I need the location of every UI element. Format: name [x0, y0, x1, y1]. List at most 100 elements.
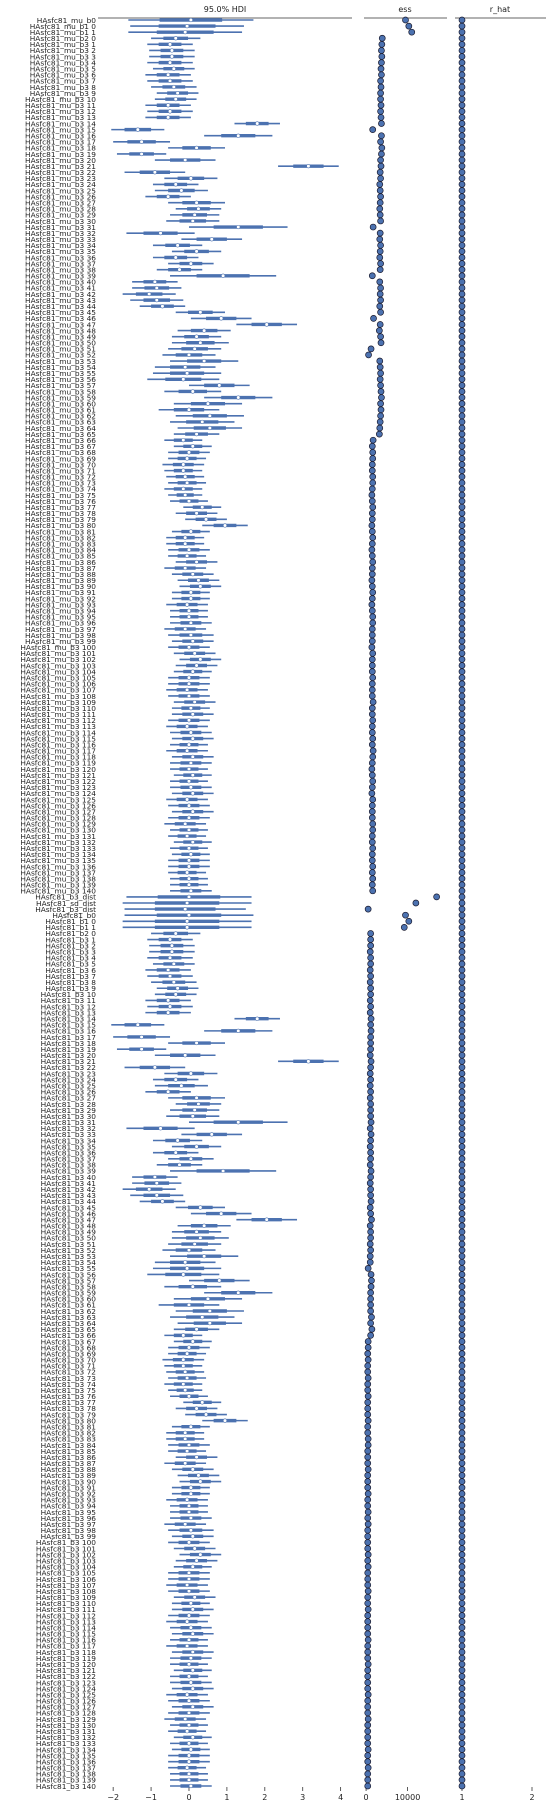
- rhat-point: [458, 966, 466, 974]
- mean-point: [152, 279, 157, 284]
- mean-point: [160, 304, 165, 309]
- parameter-label: HAsfc81_mu_b3 75: [25, 491, 96, 500]
- parameter-label: HAsfc81_mu_b3 128: [20, 814, 96, 823]
- mean-point: [186, 858, 192, 863]
- rhat-point: [458, 254, 466, 261]
- rhat-point: [458, 205, 466, 213]
- rhat-point: [458, 753, 466, 761]
- mean-point: [183, 492, 188, 498]
- parameter-label: HAsfc81_mu_b3 11: [25, 101, 96, 110]
- rhat-point: [458, 150, 466, 158]
- rhat-point: [458, 1624, 466, 1632]
- ess-point: [364, 1673, 372, 1680]
- rhat-point: [458, 241, 466, 249]
- parameter-label: HAsfc81_mu_b3 17: [25, 138, 96, 147]
- ess-point: [367, 1106, 374, 1114]
- ess-point: [366, 948, 374, 956]
- ess-point: [367, 1198, 375, 1205]
- mean-point: [173, 1150, 178, 1155]
- parameter-label: HAsfc81_b3 110: [36, 1599, 96, 1608]
- ess-point: [364, 1709, 372, 1717]
- mean-point: [190, 1668, 195, 1673]
- ess-point: [368, 497, 376, 505]
- parameter-label: HAsfc81_b3 11: [41, 996, 97, 1005]
- ess-point: [377, 138, 384, 146]
- parameter-label: HAsfc81_mu_b3 107: [20, 686, 96, 695]
- rhat-point: [458, 22, 466, 30]
- mean-point: [194, 1406, 199, 1411]
- rhat-point: [458, 1234, 466, 1242]
- rhat-point: [458, 1003, 466, 1010]
- mean-point: [183, 30, 188, 35]
- ess-point: [364, 1624, 372, 1632]
- ess-point: [433, 893, 440, 901]
- rhat-point: [458, 540, 466, 548]
- rhat-point: [458, 814, 466, 822]
- parameter-label: HAsfc81_b3 115: [36, 1630, 96, 1639]
- ess-point: [368, 595, 376, 602]
- mean-point: [198, 1479, 203, 1484]
- mean-point: [306, 1059, 311, 1064]
- rhat-point: [458, 1332, 466, 1339]
- parameter-label: HAsfc81_b3 74: [41, 1380, 97, 1389]
- rhat-point: [458, 1545, 466, 1552]
- ess-point: [367, 1228, 374, 1236]
- rhat-point: [458, 844, 466, 852]
- rhat-point: [458, 41, 466, 48]
- ess-point: [368, 461, 376, 468]
- rhat-point: [458, 1478, 466, 1485]
- mean-point: [186, 1503, 192, 1508]
- parameter-label: HAsfc81_mu_b3 21: [25, 162, 96, 171]
- ess-point: [364, 1545, 372, 1552]
- rhat-point: [458, 850, 466, 858]
- parameter-label: HAsfc81_b3 104: [36, 1563, 96, 1572]
- parameter-label: HAsfc81_mu_b3 109: [20, 698, 96, 707]
- rhat-point: [458, 1161, 466, 1169]
- rhat-point: [458, 1088, 466, 1096]
- rhat-point: [458, 1362, 466, 1370]
- rhat-point: [458, 497, 466, 505]
- rhat-point: [458, 223, 466, 231]
- rhat-point: [458, 777, 466, 785]
- ess-point: [378, 34, 386, 42]
- rhat-point: [458, 522, 466, 529]
- parameter-label: HAsfc81_mu_b3 103: [20, 661, 96, 670]
- rhat-point: [458, 528, 466, 535]
- rhat-point: [458, 461, 466, 468]
- rhat-point: [458, 1198, 466, 1205]
- rhat-point: [458, 1703, 466, 1711]
- ess-point: [367, 972, 374, 980]
- ess-point: [367, 1137, 374, 1144]
- ess-point: [367, 1015, 375, 1023]
- mean-point: [236, 1290, 241, 1295]
- parameter-label: HAsfc81_b3 114: [36, 1623, 96, 1632]
- parameter-label: HAsfc81_sd_dist: [36, 899, 96, 908]
- mean-point: [207, 425, 212, 431]
- ess-point: [367, 1210, 374, 1217]
- rhat-point: [458, 1064, 466, 1071]
- parameter-label: HAsfc81_b3 75: [41, 1386, 97, 1395]
- parameter-label: HAsfc81_mu_b3 131: [20, 832, 96, 841]
- rhat-point: [458, 1758, 466, 1765]
- rhat-point: [458, 272, 466, 280]
- mean-point: [183, 474, 188, 479]
- rhat-point: [458, 65, 466, 73]
- mean-point: [184, 23, 190, 29]
- ess-point: [368, 582, 376, 590]
- parameter-label: HAsfc81_mu_b3 42: [25, 290, 96, 299]
- mean-point: [167, 955, 173, 960]
- ess-point: [369, 875, 377, 882]
- parameter-label: HAsfc81_b3 17: [41, 1033, 97, 1042]
- rhat-point: [458, 1131, 466, 1138]
- parameter-label: HAsfc81_mu_b3 39: [25, 272, 96, 281]
- parameter-label: HAsfc81_b3 63: [41, 1313, 97, 1322]
- parameter-label: HAsfc81_mu_b3 26: [25, 192, 96, 201]
- mean-point: [186, 1509, 192, 1515]
- rhat-point: [458, 972, 466, 980]
- parameter-label: HAsfc81_b3 33: [41, 1130, 97, 1139]
- rhat-point: [458, 1520, 466, 1528]
- mean-point: [184, 1448, 190, 1454]
- mean-point: [184, 1351, 190, 1356]
- mean-point: [264, 322, 269, 327]
